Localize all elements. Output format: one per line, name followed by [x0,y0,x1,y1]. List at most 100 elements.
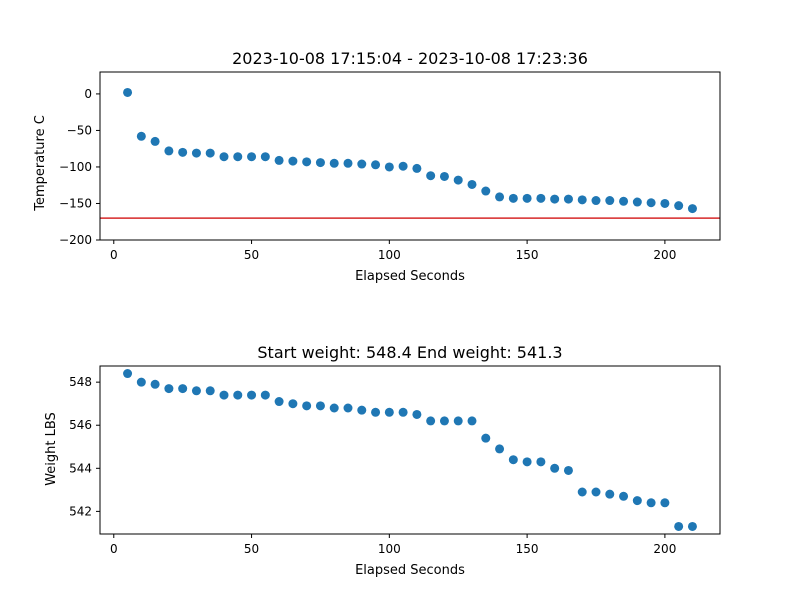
temperature-axes-frame [99,71,721,241]
weight-chart: Start weight: 548.4 End weight: 541.3 El… [44,343,721,578]
weight-data-point [632,496,642,506]
temperature-data-point [315,158,325,168]
temperature-data-point [508,193,518,203]
weight-data-point [453,416,463,426]
temperature-data-point [439,171,449,181]
temperature-data-point [164,146,174,156]
temperature-data-point [481,186,491,196]
temperature-data-point [219,152,229,162]
temperature-x-tick-label: 0 [110,248,118,262]
temperature-plot-area: 0 50 100 150 200 0 −50 −100 −150 −200 [59,71,721,262]
weight-data-point [123,369,133,379]
weight-data-point [577,487,587,497]
weight-data-point [550,463,560,473]
temperature-data-point [495,192,505,202]
temperature-x-tick-label: 200 [653,248,676,262]
weight-data-point [233,390,243,400]
temperature-y-axis-label: Temperature C [33,115,48,212]
weight-data-point [412,409,422,419]
weight-x-tick-label: 200 [653,542,676,556]
temperature-data-point [205,148,215,158]
weight-data-point [343,403,353,413]
weight-data-point [191,386,201,396]
weight-data-point [674,521,684,531]
temperature-data-point [605,196,615,206]
weight-axes-frame [99,365,721,535]
weight-data-point [136,377,146,387]
temperature-data-point [591,196,601,206]
weight-data-point [150,379,160,389]
weight-y-tick-label: 546 [69,418,92,432]
temperature-data-point [357,159,367,169]
temperature-data-point [274,155,284,165]
weight-y-tick-label: 548 [69,375,92,389]
temperature-data-point [123,87,133,97]
weight-data-point [467,416,477,426]
weight-x-tick-label: 150 [516,542,539,556]
temperature-x-axis-label: Elapsed Seconds [355,269,465,284]
weight-data-point [495,444,505,454]
weight-data-point [288,399,298,409]
temperature-data-point [288,156,298,166]
weight-data-point [619,491,629,501]
temperature-data-point [329,158,339,168]
temperature-data-point [522,193,532,203]
temperature-y-tick-label: −200 [59,233,92,247]
temperature-data-point [136,131,146,141]
weight-plot-area: 0 50 100 150 200 542 544 546 548 [69,365,721,556]
weight-data-point [164,384,174,394]
weight-data-point [563,465,573,475]
temperature-data-point [577,195,587,205]
weight-y-tick-label: 544 [69,461,92,475]
temperature-data-point [674,201,684,211]
weight-data-point [357,405,367,415]
temperature-y-tick-label: −150 [59,196,92,210]
weight-x-tick-label: 100 [378,542,401,556]
weight-y-axis-label: Weight LBS [44,412,59,486]
temperature-y-tick-label: −100 [59,160,92,174]
weight-data-point [481,433,491,443]
temperature-data-point [687,204,697,214]
weight-data-point [219,390,229,400]
weight-data-point [536,457,546,467]
weight-data-point [315,401,325,411]
weight-data-point [522,457,532,467]
temperature-data-point [632,197,642,207]
weight-data-point [178,384,188,394]
weight-chart-title: Start weight: 548.4 End weight: 541.3 [257,343,562,362]
temperature-data-point [536,193,546,203]
temperature-chart: 2023-10-08 17:15:04 - 2023-10-08 17:23:3… [33,49,721,284]
weight-x-tick-label: 50 [244,542,259,556]
temperature-data-point [398,161,408,171]
temperature-data-point [619,196,629,206]
weight-data-point [384,407,394,417]
weight-data-point [508,455,518,465]
temperature-data-point [302,157,312,167]
weight-y-tick-label: 542 [69,504,92,518]
temperature-data-point [150,136,160,146]
temperature-data-point [646,198,656,208]
temperature-data-point [371,160,381,170]
weight-x-tick-label: 0 [110,542,118,556]
temperature-data-point [660,198,670,208]
temperature-data-point [191,148,201,158]
temperature-chart-title: 2023-10-08 17:15:04 - 2023-10-08 17:23:3… [232,49,588,68]
temperature-y-tick-label: −50 [67,123,92,137]
temperature-data-point [550,194,560,204]
temperature-x-tick-label: 150 [516,248,539,262]
temperature-data-point [467,179,477,189]
weight-data-point [605,489,615,499]
weight-data-point [646,498,656,508]
temperature-data-point [247,152,257,162]
weight-data-point [660,498,670,508]
temperature-data-point [563,194,573,204]
weight-data-point [371,407,381,417]
weight-data-point [302,401,312,411]
temperature-data-point [260,152,270,162]
temperature-x-tick-label: 50 [244,248,259,262]
weight-data-point [398,407,408,417]
weight-data-point [274,397,284,407]
temperature-data-point [384,162,394,172]
